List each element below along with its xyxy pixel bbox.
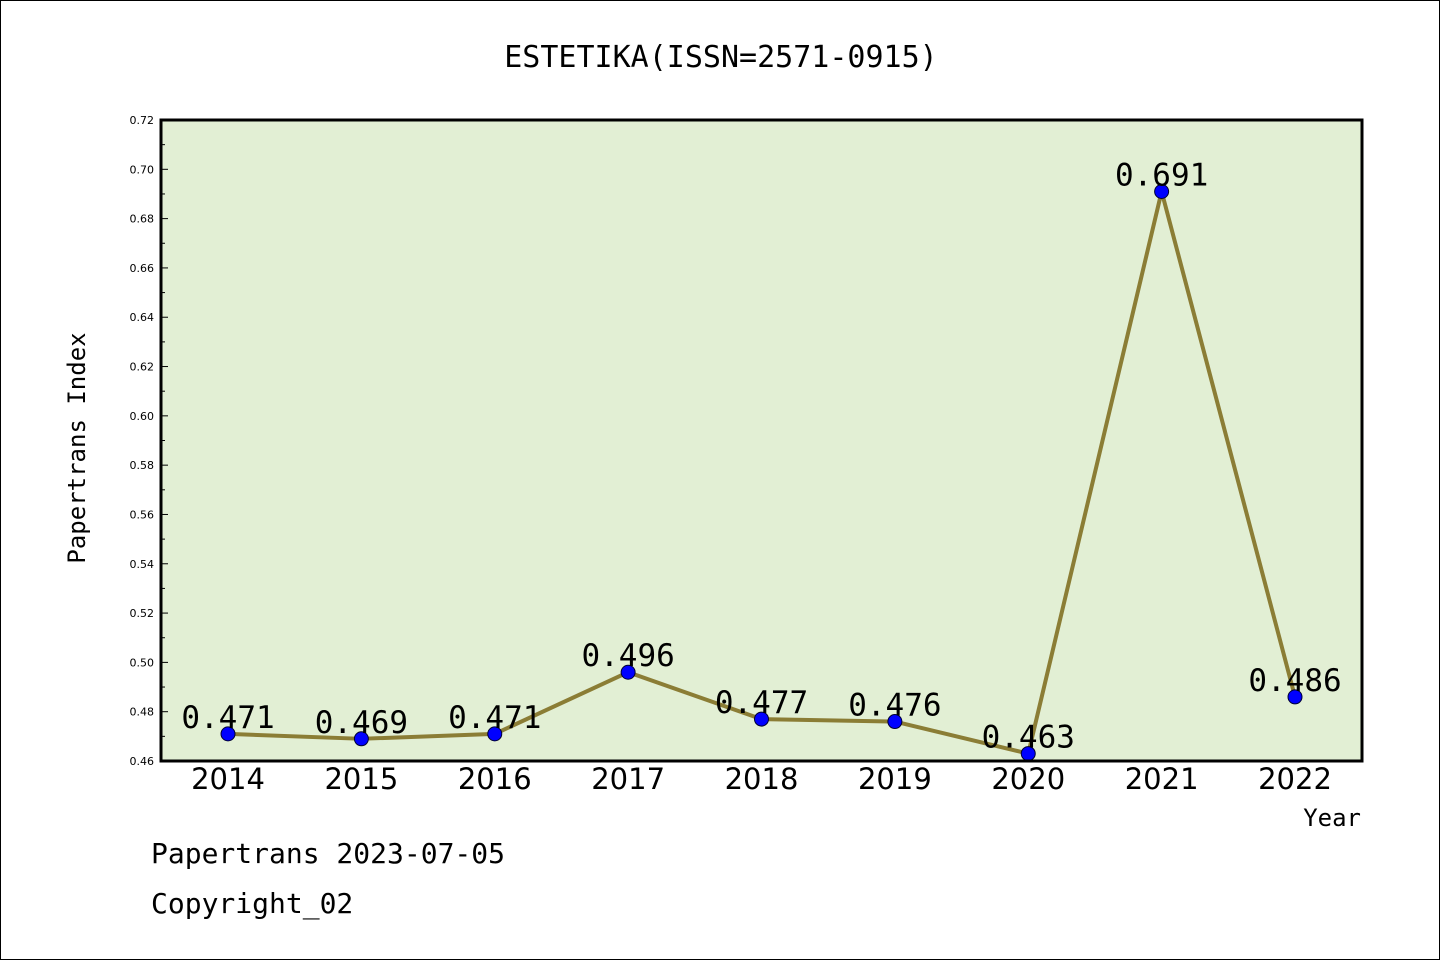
x-tick-label: 2018 bbox=[725, 762, 799, 796]
data-label: 0.476 bbox=[848, 688, 941, 724]
x-tick-label: 2020 bbox=[991, 762, 1065, 796]
x-tick-label: 2016 bbox=[458, 762, 532, 796]
data-point-marker bbox=[487, 726, 503, 742]
y-tick-label: 0.62 bbox=[130, 361, 155, 374]
data-point-marker bbox=[1154, 183, 1170, 199]
y-tick-label: 0.60 bbox=[130, 410, 155, 423]
plot-area bbox=[161, 120, 1362, 761]
y-tick-label: 0.52 bbox=[130, 607, 155, 620]
y-tick-label: 0.72 bbox=[130, 114, 155, 127]
plot-frame bbox=[159, 118, 1364, 763]
data-label: 0.471 bbox=[448, 700, 541, 736]
data-label: 0.469 bbox=[315, 705, 408, 741]
data-label: 0.463 bbox=[982, 720, 1075, 756]
y-tick-label: 0.50 bbox=[130, 656, 155, 669]
data-point-marker bbox=[620, 664, 636, 680]
data-label: 0.471 bbox=[181, 700, 274, 736]
x-tick-label: 2015 bbox=[324, 762, 398, 796]
chart-title: ESTETIKA(ISSN=2571-0915) bbox=[504, 40, 937, 75]
x-tick-label: 2021 bbox=[1125, 762, 1199, 796]
data-label: 0.496 bbox=[581, 638, 674, 674]
x-tick-label: 2014 bbox=[191, 762, 265, 796]
footer-date-text: Papertrans 2023-07-05 bbox=[151, 837, 506, 870]
data-point-marker bbox=[754, 711, 769, 727]
y-tick-label: 0.46 bbox=[130, 755, 155, 768]
data-label: 0.486 bbox=[1248, 663, 1341, 699]
y-tick-label: 0.58 bbox=[130, 459, 155, 472]
data-label: 0.477 bbox=[715, 685, 808, 721]
x-tick-label: 2019 bbox=[858, 762, 932, 796]
x-tick-label: 2017 bbox=[591, 762, 665, 796]
y-tick-label: 0.64 bbox=[130, 311, 155, 324]
data-point-marker bbox=[353, 731, 369, 747]
data-point-marker bbox=[1287, 689, 1303, 705]
data-point-marker bbox=[887, 714, 903, 730]
y-tick-label: 0.66 bbox=[130, 262, 155, 275]
y-tick-label: 0.70 bbox=[130, 163, 155, 176]
y-axis-label: Papertrans Index bbox=[63, 332, 91, 563]
data-label: 0.691 bbox=[1115, 157, 1208, 193]
y-axis: 0.46 0.48 0.50 0.52 0.54 0.56 0.58 0.60 0.62 0.64… bbox=[130, 114, 168, 768]
x-tick-label: 2022 bbox=[1258, 762, 1332, 796]
x-axis: 2014 2015 2016 2017 2018 2019 2020 2021 2022 bbox=[191, 762, 1332, 796]
y-tick-label: 0.48 bbox=[130, 706, 155, 719]
data-point-marker bbox=[220, 726, 236, 742]
y-tick-label: 0.68 bbox=[130, 213, 155, 226]
y-tick-label: 0.54 bbox=[130, 558, 155, 571]
y-tick-label: 0.56 bbox=[130, 508, 155, 521]
footer-copyright-text: Copyright_02 bbox=[151, 887, 354, 920]
series-line-group: 0.471 0.469 0.471 0.496 0.477 0.476 0.463 0.691… bbox=[181, 157, 1342, 762]
x-axis-label: Year bbox=[1303, 804, 1361, 832]
